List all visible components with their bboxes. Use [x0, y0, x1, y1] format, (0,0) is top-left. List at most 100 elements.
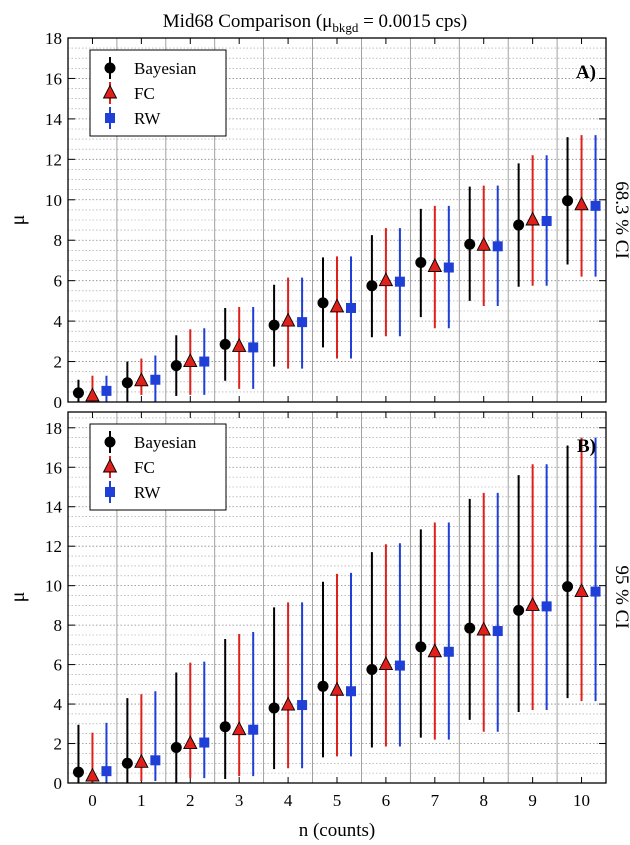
point-rw — [492, 241, 503, 252]
figure-title-suffix: = 0.0015 cps) — [358, 11, 467, 32]
figure-title-subscript: bkgd — [332, 20, 359, 35]
y-tick-label: 6 — [54, 272, 63, 291]
point-bayesian — [268, 702, 280, 714]
point-rw — [590, 200, 601, 211]
point-fc — [525, 596, 540, 611]
point-fc — [85, 767, 100, 782]
side-label: 68.3 % CI — [611, 181, 630, 259]
point-rw — [199, 737, 210, 748]
point-rw — [101, 385, 112, 396]
point-fc — [525, 211, 540, 226]
point-rw — [541, 216, 552, 227]
point-bayesian — [72, 766, 84, 778]
point-fc — [427, 643, 443, 658]
point-bayesian — [121, 757, 133, 769]
point-bayesian — [219, 721, 231, 733]
plot-frame — [67, 37, 607, 403]
x-tick-label: 8 — [479, 791, 488, 810]
point-rw — [492, 626, 503, 637]
point-rw — [150, 755, 161, 766]
y-tick-label: 18 — [45, 29, 62, 48]
point-bayesian — [415, 256, 427, 268]
point-fc — [329, 298, 345, 313]
point-rw — [394, 276, 405, 287]
legend-swatch-square — [105, 487, 115, 497]
point-fc — [183, 353, 198, 368]
y-tick-label: 8 — [54, 231, 63, 250]
plot-frame — [67, 411, 607, 784]
y-tick-label: 14 — [45, 110, 63, 129]
legend-swatch-circle — [104, 62, 116, 74]
y-tick-label: 6 — [54, 656, 63, 675]
legend-label: Bayesian — [134, 59, 197, 78]
x-tick-label: 0 — [88, 791, 97, 810]
point-rw — [297, 700, 308, 711]
point-rw — [346, 302, 356, 313]
point-rw — [199, 356, 210, 367]
point-fc — [85, 387, 100, 402]
legend-label: FC — [134, 458, 155, 477]
y-tick-label: 16 — [45, 458, 62, 477]
y-tick-label: 12 — [45, 150, 62, 169]
x-tick-label: 6 — [382, 791, 391, 810]
point-rw — [248, 724, 259, 735]
legend-swatch-circle — [104, 436, 116, 448]
point-fc — [231, 721, 247, 736]
point-bayesian — [72, 387, 84, 399]
x-tick-label: 1 — [137, 791, 146, 810]
point-bayesian — [317, 297, 329, 309]
x-axis-label: n (counts) — [299, 820, 376, 841]
legend-label: Bayesian — [134, 433, 197, 452]
y-tick-label: 8 — [54, 616, 63, 635]
legend-label: RW — [134, 109, 161, 128]
point-fc — [183, 735, 198, 749]
y-tick-label: 10 — [45, 191, 62, 210]
point-rw — [150, 374, 161, 385]
point-rw — [541, 601, 552, 612]
legend-swatch-triangle — [102, 458, 118, 473]
y-tick-label: 16 — [45, 69, 62, 88]
point-rw — [346, 686, 356, 697]
point-bayesian — [366, 280, 378, 292]
point-bayesian — [170, 741, 182, 753]
point-fc — [280, 312, 296, 327]
point-fc — [280, 696, 296, 711]
x-tick-label: 10 — [573, 791, 590, 810]
y-tick-label: 14 — [45, 498, 63, 517]
point-bayesian — [415, 641, 427, 653]
point-fc — [574, 583, 589, 598]
point-bayesian — [513, 219, 525, 231]
point-bayesian — [170, 360, 182, 372]
point-bayesian — [219, 338, 231, 350]
figure-title: Mid68 Comparison (μbkgd = 0.0015 cps) — [163, 11, 467, 35]
point-fc — [134, 753, 149, 768]
panel-label: B) — [577, 436, 596, 457]
point-bayesian — [464, 238, 476, 250]
point-fc — [476, 236, 491, 251]
point-rw — [590, 586, 601, 597]
x-tick-label: 5 — [333, 791, 342, 810]
point-fc — [574, 196, 589, 211]
y-tick-label: 2 — [54, 735, 63, 754]
point-bayesian — [562, 581, 574, 593]
point-fc — [134, 372, 149, 387]
y-axis-label: μ — [7, 592, 29, 603]
point-rw — [297, 317, 308, 328]
point-rw — [101, 766, 112, 777]
figure-title-prefix: Mid68 Comparison (μ — [163, 11, 333, 32]
legend-swatch-triangle — [102, 84, 118, 99]
y-axis-label: μ — [7, 215, 29, 226]
point-rw — [394, 660, 405, 671]
panel-a: 0 2 4 6 8 10 12 14 16 18 Bayesian FC RW A) μ 68.3 % CI — [7, 29, 630, 412]
point-fc — [378, 272, 394, 287]
legend-swatch-square — [105, 113, 115, 123]
point-fc — [329, 681, 345, 696]
point-bayesian — [366, 664, 378, 676]
point-fc — [378, 656, 394, 671]
point-bayesian — [268, 319, 280, 331]
y-tick-label: 18 — [45, 419, 62, 438]
y-tick-label: 10 — [45, 577, 62, 596]
point-fc — [476, 621, 491, 636]
